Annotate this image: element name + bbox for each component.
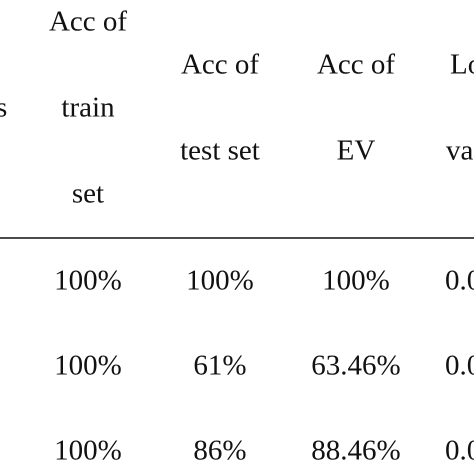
cell: 100% bbox=[54, 265, 122, 297]
cell: 100% bbox=[54, 435, 122, 467]
header-cell: set bbox=[72, 178, 104, 210]
cell: 100% bbox=[186, 265, 254, 297]
header-cell: Acc of bbox=[317, 49, 395, 81]
header-cell: EV bbox=[337, 135, 376, 167]
cell: 0.0 bbox=[445, 350, 474, 382]
cell: 63.46% bbox=[311, 350, 400, 382]
header-cell: train bbox=[61, 92, 115, 124]
cell: 61% bbox=[193, 350, 246, 382]
header-cell: va bbox=[446, 135, 474, 167]
cell: 86% bbox=[193, 435, 246, 467]
cell: 0.0 bbox=[445, 435, 474, 467]
header-cell: s bbox=[0, 92, 7, 124]
cell: 100% bbox=[54, 350, 122, 382]
header-cell: Acc of bbox=[181, 49, 259, 81]
header-cell: Acc of bbox=[49, 6, 127, 38]
header-cell: test set bbox=[180, 135, 260, 167]
header-cell: Lo bbox=[450, 49, 474, 81]
cell: 0.0 bbox=[445, 265, 474, 297]
cell: 88.46% bbox=[311, 435, 400, 467]
cell: 100% bbox=[322, 265, 390, 297]
